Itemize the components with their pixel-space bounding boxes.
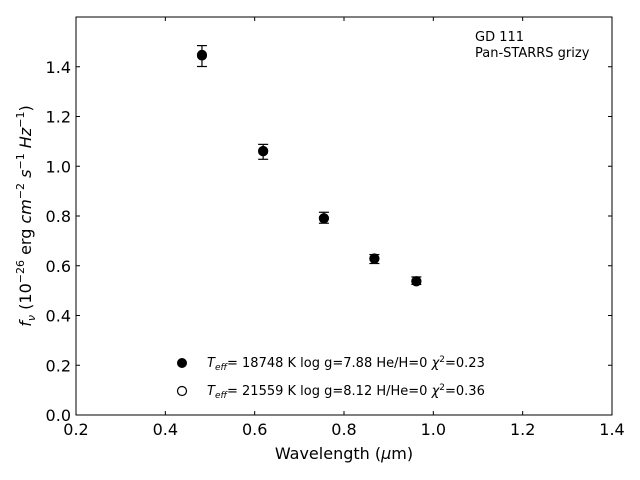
legend-marker-open [176,385,188,397]
x-tick-label: 1.2 [510,420,535,439]
annotation-object: GD 111 [475,30,524,45]
model-filled-point [258,145,269,156]
model-filled-point [369,253,380,264]
x-tick-label: 1.4 [599,420,624,439]
y-tick-label: 1.0 [46,157,71,176]
legend-label-open: Teff= 21559 K log g=8.12 H/He=0 χ2=0.36 [207,383,485,401]
y-tick-label: 0.0 [46,406,71,425]
y-tick-label: 0.4 [46,307,71,326]
legend: Teff= 18748 K log g=7.88 He/H=0 χ2=0.23 … [176,355,485,401]
x-tick-label: 0.6 [242,420,267,439]
model-filled-point [318,213,329,224]
y-tick-label: 0.2 [46,356,71,375]
x-tick-label: 0.2 [63,420,88,439]
model-filled-point [411,276,422,287]
y-tick-label: 1.2 [46,108,71,127]
axis-ticks: 0.2 0.4 0.6 0.8 1.0 1.2 1.40.00.20.40.60.81.01… [46,17,625,439]
y-tick-label: 1.4 [46,58,71,77]
y-tick-label: 0.8 [46,207,71,226]
y-tick-label: 0.6 [46,257,71,276]
annotation-survey: Pan-STARRS grizy [475,46,590,61]
y-axis-label: fν (10−26 erg cm−2 s−1 Hz−1) [14,105,38,326]
x-tick-label: 1.0 [421,420,446,439]
data-points [196,45,422,287]
x-tick-label: 0.8 [331,420,356,439]
x-tick-label: 0.4 [153,420,178,439]
x-axis-label: Wavelength (μm) [275,444,413,463]
model-filled-point [196,49,207,60]
legend-label-filled: Teff= 18748 K log g=7.88 He/H=0 χ2=0.23 [207,355,485,373]
legend-marker-filled [177,358,187,368]
